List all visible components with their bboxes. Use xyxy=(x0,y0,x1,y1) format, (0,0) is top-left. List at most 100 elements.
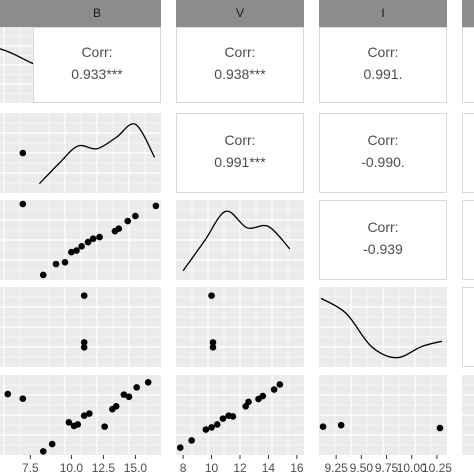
data-point xyxy=(115,225,123,232)
tick-label: 7.5 xyxy=(22,461,39,474)
corr-title: Corr: xyxy=(367,44,398,60)
column-strip xyxy=(462,0,474,27)
data-point xyxy=(125,393,133,401)
data-point xyxy=(39,448,47,455)
panel-border xyxy=(33,27,161,103)
tick-label: 9.25 xyxy=(324,461,348,474)
panel-border xyxy=(319,113,447,193)
data-point xyxy=(48,440,56,448)
data-point xyxy=(319,423,327,430)
data-point xyxy=(208,292,215,299)
data-point xyxy=(337,421,345,429)
data-point xyxy=(74,421,82,428)
data-point xyxy=(80,412,88,420)
data-point xyxy=(202,426,210,433)
blank-panel xyxy=(462,287,474,367)
corr-title: Corr: xyxy=(367,219,398,235)
strip-label: B xyxy=(93,6,101,20)
data-point xyxy=(80,339,88,346)
data-point xyxy=(80,344,88,351)
data-point xyxy=(4,390,12,398)
column-strip: B xyxy=(33,0,161,27)
corr-value: 0.991. xyxy=(364,66,403,82)
blank-panel xyxy=(462,113,474,193)
data-point xyxy=(208,424,215,431)
correlation-panel: Corr: 0.991. xyxy=(319,27,447,103)
data-point xyxy=(101,423,108,430)
panel-border xyxy=(319,200,447,280)
corr-title: Corr: xyxy=(81,44,112,60)
density-curve xyxy=(182,210,291,272)
blank-panel xyxy=(462,27,474,103)
density-panel-V xyxy=(176,200,304,280)
strip-background xyxy=(462,0,474,27)
blank-panel xyxy=(462,200,474,280)
panel-border xyxy=(176,113,304,193)
data-point xyxy=(188,437,195,444)
strip-label: V xyxy=(236,6,244,20)
tick-label: 9.75 xyxy=(375,461,399,474)
data-point xyxy=(124,217,132,225)
data-point xyxy=(276,381,284,388)
tick-label: 15.0 xyxy=(124,461,148,474)
tick-label: 12 xyxy=(233,461,247,474)
data-point xyxy=(213,421,221,428)
density-panel-I xyxy=(319,287,447,367)
panel-border xyxy=(462,113,474,193)
data-point xyxy=(96,233,103,241)
data-point xyxy=(52,260,60,268)
data-point xyxy=(39,271,47,279)
tick-label: 10 xyxy=(205,461,219,474)
panel-border xyxy=(462,200,474,280)
tick-label: 16 xyxy=(290,461,304,474)
density-curve xyxy=(38,123,156,185)
tick-label: 9.50 xyxy=(350,461,374,474)
panel-border xyxy=(319,27,447,103)
corr-title: Corr: xyxy=(367,132,398,148)
data-point xyxy=(80,292,88,299)
matrix-panels: Corr:0.933***Corr:0.938***Corr:0.991.Cor… xyxy=(0,27,474,455)
corr-value: -0.990. xyxy=(361,154,405,170)
strip-background xyxy=(33,0,161,27)
data-point xyxy=(132,212,139,220)
strip-label: I xyxy=(381,6,384,20)
data-point xyxy=(84,238,92,246)
corr-value: 0.938*** xyxy=(214,66,266,82)
tick-label: 14 xyxy=(262,461,276,474)
corr-value: 0.991*** xyxy=(214,154,266,170)
strip-background xyxy=(176,0,304,27)
correlation-panel: Corr: 0.991*** xyxy=(176,113,304,193)
scatter-panel-V-I xyxy=(176,287,304,367)
data-point xyxy=(133,384,140,391)
data-point xyxy=(209,344,217,351)
corr-title: Corr: xyxy=(224,44,255,60)
density-curve xyxy=(320,297,443,359)
data-point xyxy=(73,247,80,254)
data-point xyxy=(219,415,227,422)
correlation-panel: Corr: -0.990. xyxy=(319,113,447,193)
scatter-panel-B-row5 xyxy=(33,375,161,455)
column-strip: V xyxy=(176,0,304,27)
density-panel-B xyxy=(33,113,161,193)
data-point xyxy=(259,392,267,400)
scatter-panel-I-row5 xyxy=(319,375,447,455)
scatter-panel-B-V xyxy=(33,200,161,280)
data-point xyxy=(19,200,27,208)
data-point xyxy=(144,378,152,386)
data-point xyxy=(19,395,27,402)
data-point xyxy=(68,248,75,256)
correlation-panel: Corr: 0.938*** xyxy=(176,27,304,103)
data-point xyxy=(78,243,85,250)
corr-title: Corr: xyxy=(224,132,255,148)
tick-label: 10.00 xyxy=(397,461,427,474)
tick-label: 8 xyxy=(180,461,187,474)
column-strip: I xyxy=(319,0,447,27)
data-point xyxy=(86,410,93,417)
data-point xyxy=(61,259,69,266)
tick-label: 10.0 xyxy=(60,461,84,474)
panel-border xyxy=(462,27,474,103)
panel-border xyxy=(176,27,304,103)
data-point xyxy=(19,149,27,157)
strip-background xyxy=(319,0,447,27)
